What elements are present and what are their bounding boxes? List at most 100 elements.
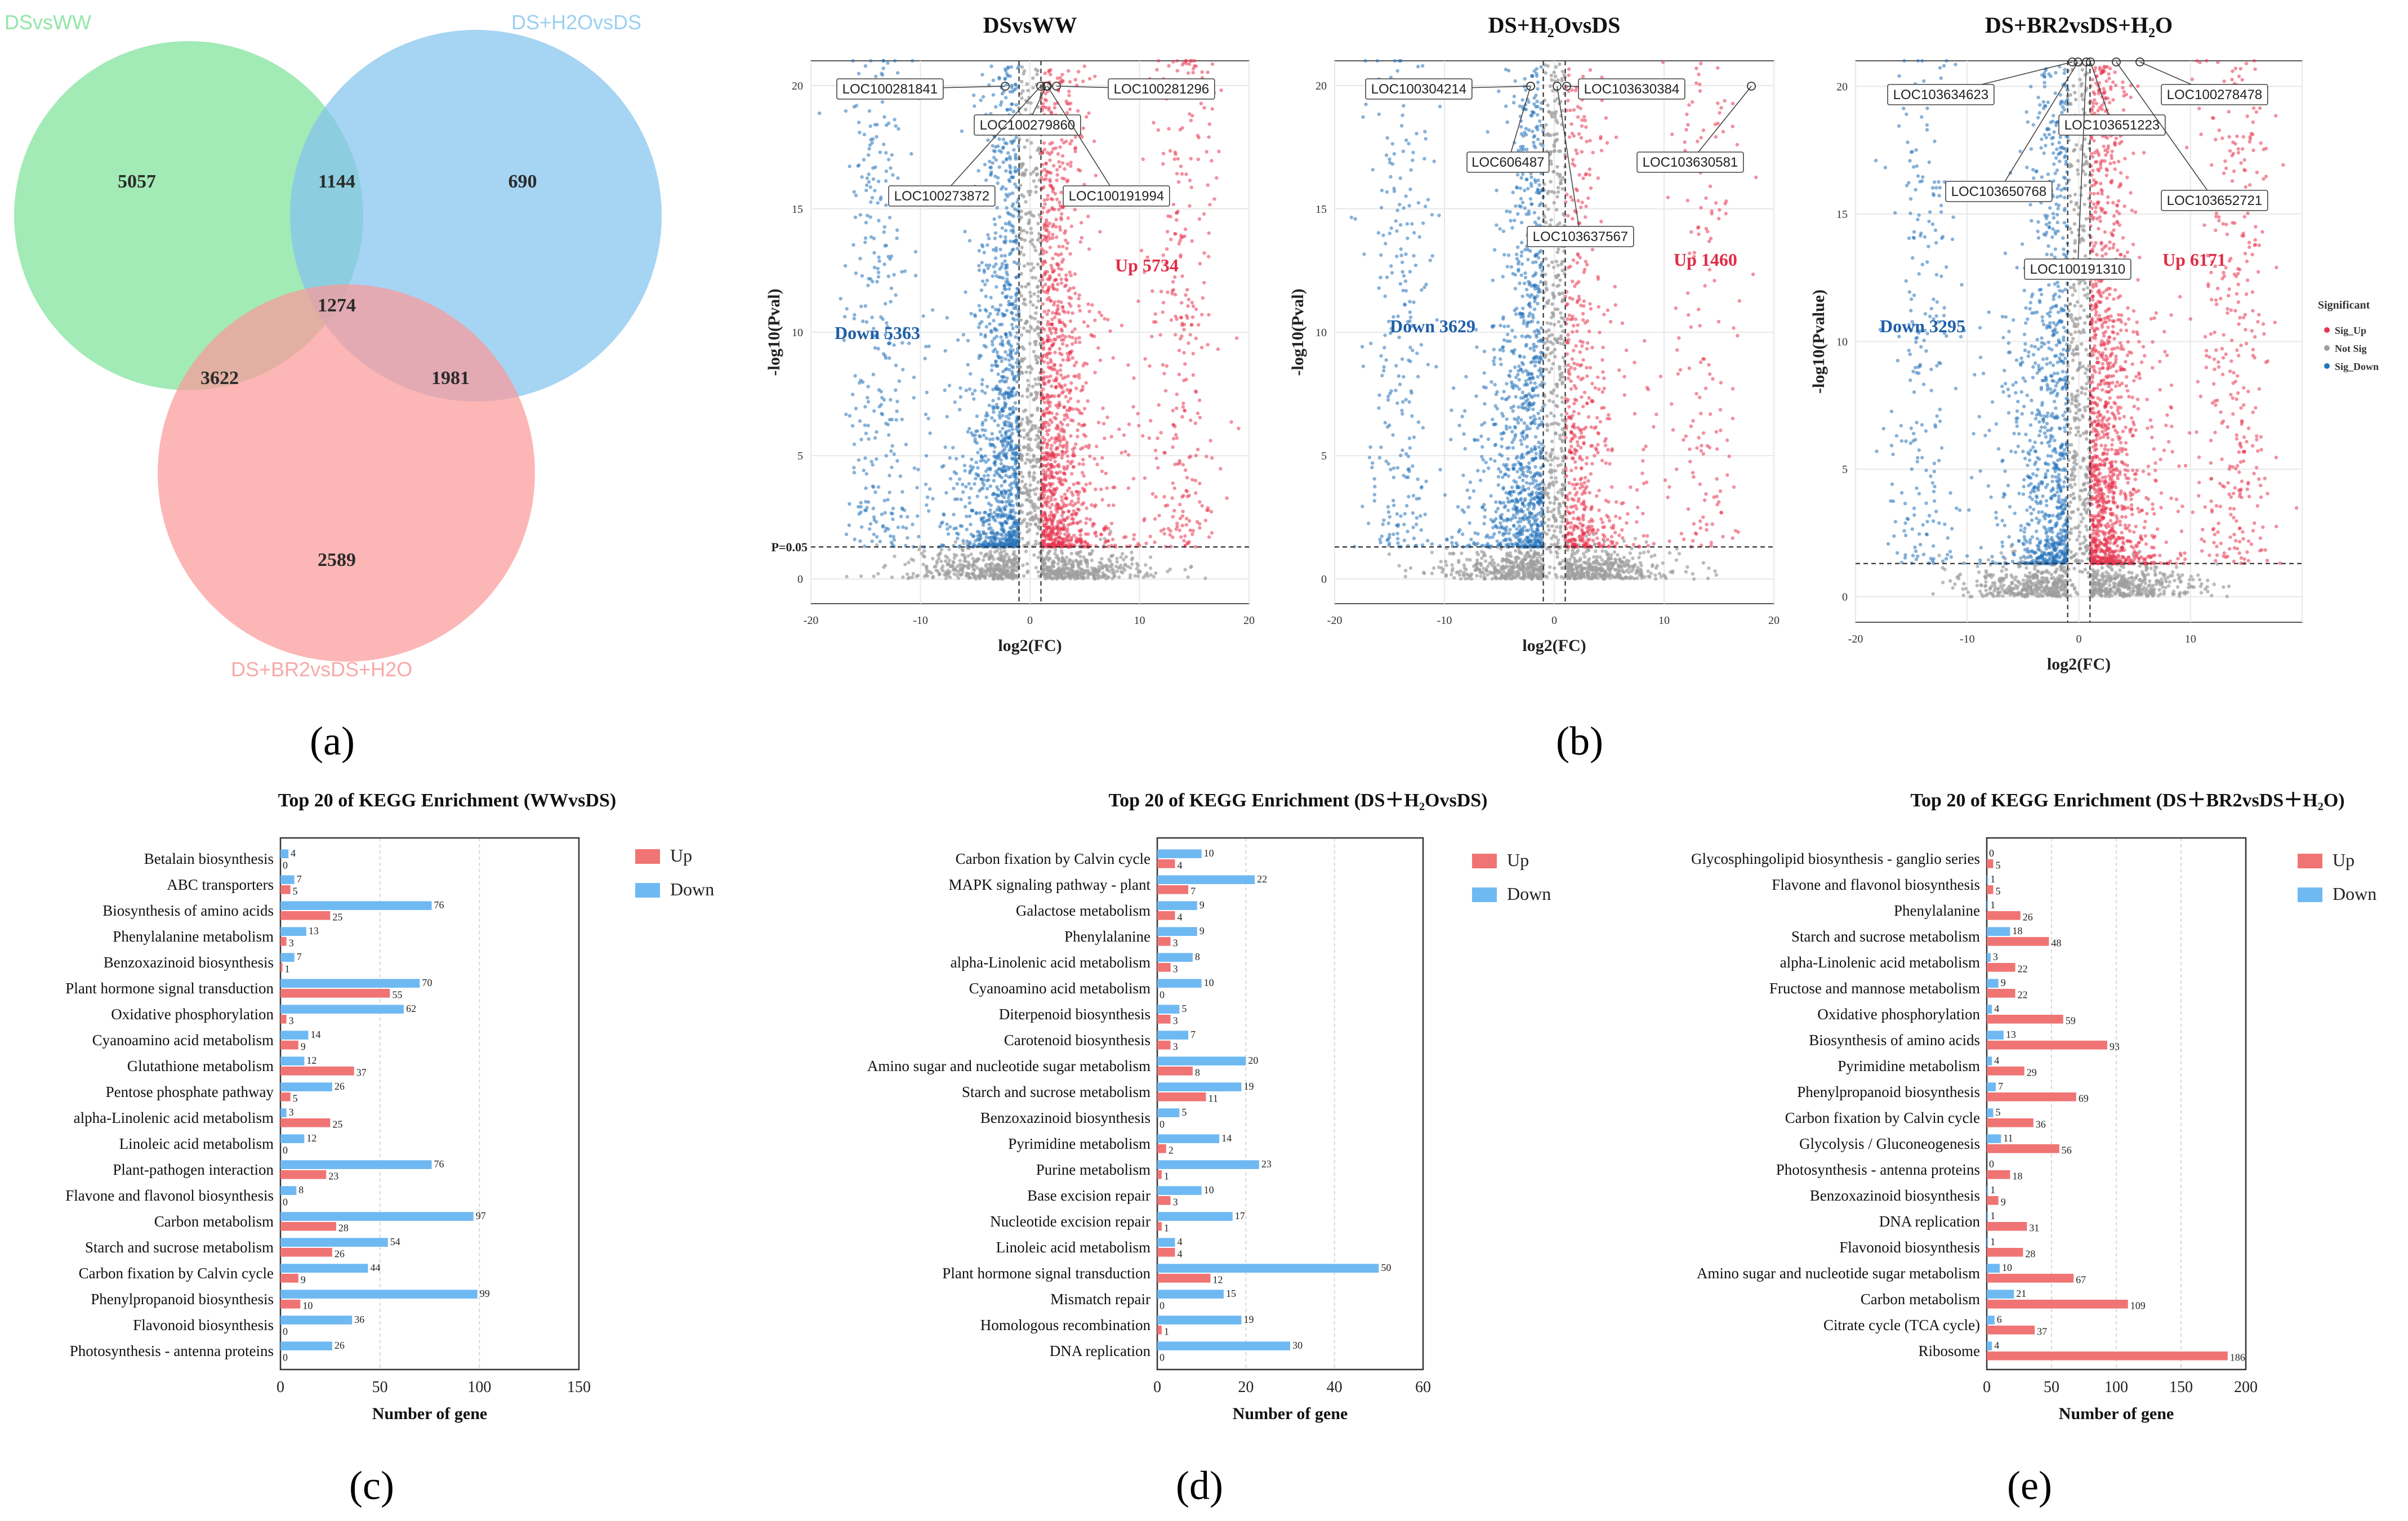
volcano-point	[1069, 139, 1074, 143]
volcano-point	[883, 302, 888, 306]
volcano-point	[991, 399, 995, 403]
volcano-point	[1059, 281, 1064, 286]
volcano-point	[1200, 313, 1204, 316]
x-tick-label: -10	[913, 614, 928, 627]
volcano-point	[1036, 238, 1040, 242]
volcano-point	[1077, 537, 1081, 541]
volcano-point	[1554, 573, 1558, 577]
volcano-point	[1015, 466, 1019, 470]
volcano-point	[924, 412, 928, 416]
volcano-point	[1090, 549, 1095, 553]
volcano-point	[1123, 563, 1127, 567]
volcano-point	[984, 418, 988, 422]
volcano-point	[1043, 202, 1047, 206]
volcano-point	[1071, 465, 1076, 469]
volcano-point	[1471, 564, 1476, 568]
volcano-point	[1023, 238, 1027, 242]
volcano-point	[982, 558, 986, 562]
volcano-point	[1422, 572, 1426, 576]
volcano-point	[1535, 576, 1539, 580]
volcano-point	[1043, 72, 1047, 75]
volcano-point	[961, 490, 965, 494]
volcano-point	[1021, 563, 1025, 568]
volcano-point	[999, 150, 1004, 154]
volcano-point	[1186, 304, 1190, 308]
volcano-point	[979, 551, 983, 555]
volcano-point	[1036, 332, 1041, 336]
volcano-point	[1028, 342, 1032, 346]
volcano-point	[1055, 173, 1060, 177]
volcano-point	[952, 572, 956, 576]
volcano-point	[1043, 510, 1047, 515]
volcano-point	[1058, 476, 1063, 481]
volcano-point	[1032, 454, 1036, 458]
volcano-point	[857, 163, 861, 167]
volcano-point	[947, 383, 952, 387]
volcano-point	[1068, 287, 1072, 291]
volcano-point	[1022, 347, 1026, 351]
volcano-point	[994, 246, 998, 250]
volcano-point	[1141, 157, 1145, 161]
volcano-point	[1048, 237, 1052, 240]
volcano-point	[896, 176, 900, 180]
volcano-point	[964, 290, 967, 294]
volcano-point	[1074, 539, 1078, 544]
volcano-point	[887, 433, 891, 437]
volcano-point	[1175, 524, 1179, 528]
volcano-point	[1539, 561, 1542, 565]
volcano-point	[984, 495, 988, 499]
volcano-point	[1141, 575, 1146, 579]
volcano-point	[972, 397, 976, 401]
volcano-point	[1053, 363, 1056, 367]
volcano-point	[1188, 204, 1192, 208]
volcano-point	[1052, 302, 1056, 307]
volcano-point	[1055, 446, 1060, 450]
volcano-point	[1006, 514, 1010, 518]
volcano-point	[863, 64, 868, 68]
volcano-point	[1153, 540, 1157, 545]
volcano-point	[1219, 88, 1223, 92]
volcano-point	[1152, 574, 1156, 579]
volcano-point	[1064, 99, 1068, 103]
volcano-point	[1148, 534, 1152, 538]
volcano-point	[1612, 550, 1617, 554]
volcano-point	[1083, 434, 1088, 438]
volcano-point	[1004, 350, 1007, 354]
volcano-point	[1112, 503, 1116, 507]
volcano-point	[1061, 257, 1065, 261]
volcano-point	[889, 166, 893, 170]
volcano-point	[1004, 402, 1008, 406]
volcano-point	[1050, 206, 1054, 210]
volcano-point	[1014, 157, 1018, 161]
volcano-point	[1003, 313, 1007, 317]
volcano-point	[1046, 432, 1050, 436]
volcano-point	[1044, 457, 1049, 461]
volcano-point	[894, 363, 898, 367]
volcano-point	[1011, 503, 1015, 508]
volcano-point	[1056, 562, 1060, 566]
volcano-point	[1055, 471, 1059, 475]
volcano-point	[992, 418, 997, 423]
volcano-point	[1076, 552, 1080, 556]
volcano-point	[1020, 284, 1024, 289]
volcano-point	[1044, 450, 1047, 455]
volcano-point	[1174, 314, 1178, 318]
volcano-point	[1062, 510, 1065, 514]
volcano-point	[1007, 555, 1011, 559]
volcano-point	[1162, 450, 1166, 455]
volcano-point	[1045, 497, 1049, 501]
volcano-point	[971, 534, 976, 538]
volcano-point	[1441, 570, 1444, 574]
volcano-point	[1003, 507, 1007, 512]
volcano-point	[1055, 412, 1059, 416]
volcano-point	[1005, 552, 1009, 556]
volcano-point	[1023, 356, 1027, 361]
volcano-point	[1064, 567, 1068, 571]
volcano-point	[1014, 407, 1018, 411]
volcano-point	[1004, 96, 1008, 100]
volcano-point	[1063, 492, 1067, 496]
volcano-point	[1015, 574, 1019, 578]
volcano-point	[1559, 574, 1563, 579]
volcano-point	[1055, 309, 1059, 313]
volcano-point	[858, 539, 862, 543]
